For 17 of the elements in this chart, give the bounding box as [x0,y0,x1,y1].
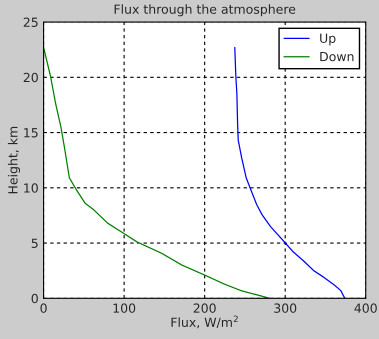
x-tick-label: 200 [194,303,216,313]
x-axis-title: Flux, W/m$^{2}$ [172,316,238,328]
x-tick-label: 300 [274,303,296,313]
y-tick-label: 0 [32,294,38,304]
chart-title: Flux through the atmosphere [114,4,296,16]
legend-label: Down [320,52,354,62]
y-tick-label: 25 [24,18,38,27]
y-tick-label: 20 [24,72,38,82]
y-axis-title: Height, km [8,126,20,194]
y-tick-label: 15 [24,128,38,138]
line-series [44,46,271,298]
x-tick-label: 0 [40,303,47,313]
x-tick-label: 400 [354,303,377,313]
y-tick-label: 5 [32,238,38,248]
x-tick-label: 100 [114,303,136,313]
y-tick-label: 10 [24,183,38,193]
legend-label: Up [320,34,336,46]
